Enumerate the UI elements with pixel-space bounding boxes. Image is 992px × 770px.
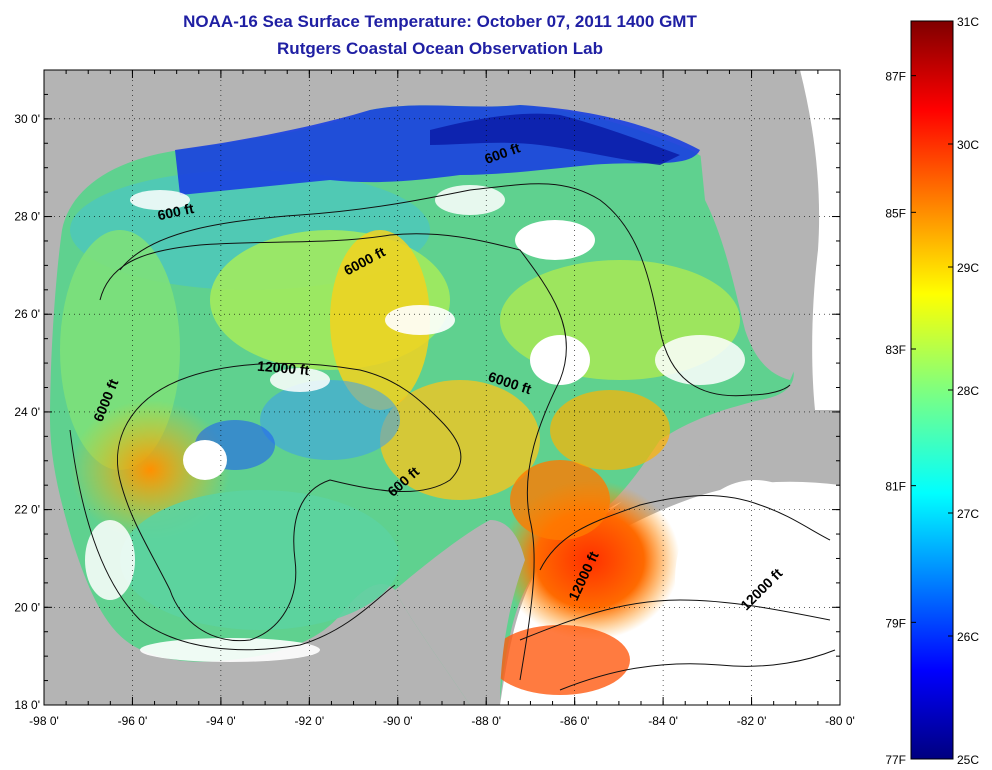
bathymetry-contours [69, 183, 836, 691]
colorbar-label-fahrenheit: 79F [885, 616, 906, 630]
x-tick-label: -82 0' [737, 714, 767, 728]
colorbar-label-celsius: 28C [957, 384, 979, 398]
y-tick-label: 24 0' [14, 405, 40, 419]
colorbar-label-fahrenheit: 77F [885, 753, 906, 767]
axis-ticks: -98 0' -96 0' -94 0' -92 0' -90 0' -88 0' -86 … [14, 69, 855, 728]
x-tick-label: -98 0' [29, 714, 59, 728]
y-tick-label: 20 0' [14, 600, 40, 614]
map-title: NOAA-16 Sea Surface Temperature: October… [183, 12, 697, 31]
sst-field [60, 105, 835, 695]
colorbar-labels: 31C 30C 29C 28C 27C 26C 25C 87F 85F 83F 81F 79F 77F [885, 15, 979, 767]
atlantic-water [800, 70, 840, 410]
colorbar-label-fahrenheit: 83F [885, 343, 906, 357]
y-tick-label: 22 0' [14, 503, 40, 517]
colorbar-label-celsius: 25C [957, 753, 979, 767]
colorbar-label-celsius: 30C [957, 138, 979, 152]
x-tick-label: -84 0' [648, 714, 678, 728]
x-tick-label: -86 0' [560, 714, 590, 728]
x-tick-label: -80 0' [825, 714, 855, 728]
map-subtitle: Rutgers Coastal Ocean Observation Lab [277, 39, 603, 58]
colorbar-label-celsius: 31C [957, 15, 979, 29]
y-tick-label: 18 0' [14, 698, 40, 712]
cuba-land [600, 454, 840, 530]
x-tick-label: -90 0' [383, 714, 413, 728]
x-tick-label: -94 0' [206, 714, 236, 728]
y-tick-label: 26 0' [14, 307, 40, 321]
x-tick-label: -92 0' [295, 714, 325, 728]
x-tick-label: -96 0' [118, 714, 148, 728]
x-tick-label: -88 0' [471, 714, 501, 728]
contour-label: 12000 ft [257, 358, 311, 379]
y-tick-label: 28 0' [14, 210, 40, 224]
colorbar-label-celsius: 27C [957, 507, 979, 521]
colorbar-label-celsius: 29C [957, 261, 979, 275]
colorbar-label-fahrenheit: 87F [885, 70, 906, 84]
contour-label: 600 ft [156, 200, 195, 223]
colorbar-label-celsius: 26C [957, 630, 979, 644]
florida-land [700, 80, 814, 380]
colorbar [910, 20, 954, 760]
colorbar-label-fahrenheit: 85F [885, 206, 906, 220]
colorbar-label-fahrenheit: 81F [885, 480, 906, 494]
yucatan-land [395, 520, 525, 705]
y-tick-label: 30 0' [14, 112, 40, 126]
